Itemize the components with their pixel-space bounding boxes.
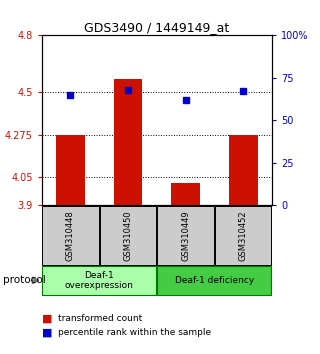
Text: Deaf-1
overexpression: Deaf-1 overexpression — [65, 271, 134, 290]
Bar — [42, 206, 99, 265]
Bar — [100, 206, 156, 265]
Text: ■: ■ — [42, 328, 52, 338]
Text: GSM310452: GSM310452 — [239, 210, 248, 261]
Bar — [229, 135, 258, 205]
Text: GSM310448: GSM310448 — [66, 210, 75, 261]
Text: percentile rank within the sample: percentile rank within the sample — [58, 328, 211, 337]
Bar — [215, 206, 271, 265]
Bar — [42, 266, 156, 295]
Text: GSM310450: GSM310450 — [124, 210, 132, 261]
Text: ■: ■ — [42, 314, 52, 324]
Bar — [114, 79, 142, 205]
Text: GSM310449: GSM310449 — [181, 210, 190, 261]
Text: transformed count: transformed count — [58, 314, 142, 323]
Bar — [157, 206, 214, 265]
Bar — [56, 135, 85, 205]
Title: GDS3490 / 1449149_at: GDS3490 / 1449149_at — [84, 21, 229, 34]
Bar — [157, 266, 271, 295]
Text: Deaf-1 deficiency: Deaf-1 deficiency — [175, 276, 254, 285]
Text: protocol: protocol — [3, 275, 46, 285]
Bar — [171, 183, 200, 205]
